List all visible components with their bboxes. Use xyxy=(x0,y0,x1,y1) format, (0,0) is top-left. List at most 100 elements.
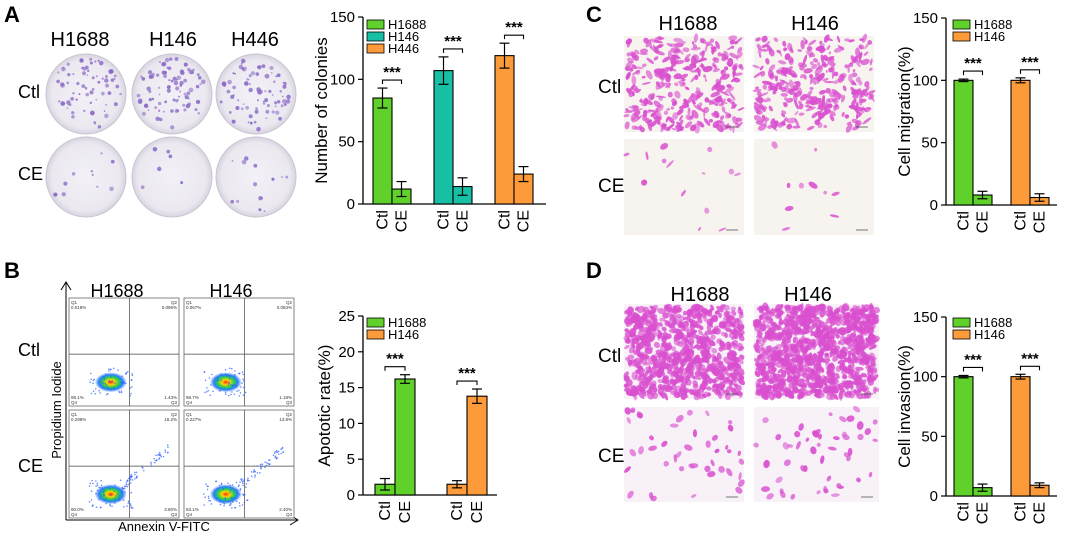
stained-cell xyxy=(624,338,631,344)
event-dot xyxy=(261,465,263,468)
event-dot xyxy=(272,454,275,457)
stained-cell xyxy=(785,304,791,311)
colony-dot xyxy=(247,78,250,81)
stained-cell xyxy=(856,110,865,115)
event-dot xyxy=(219,503,222,506)
colony-dot xyxy=(255,72,260,76)
colony-dot xyxy=(72,92,75,95)
stained-cell xyxy=(786,117,797,124)
event-dot xyxy=(166,451,169,454)
event-dot xyxy=(228,394,230,397)
stained-cell xyxy=(831,348,837,355)
stained-cell xyxy=(711,47,714,55)
colony-dot xyxy=(241,58,246,64)
stained-cell xyxy=(704,207,710,214)
colony-dot xyxy=(172,76,177,81)
event-dot xyxy=(250,475,253,478)
stained-cell xyxy=(736,323,741,329)
stained-cell xyxy=(625,61,633,68)
event-dot xyxy=(167,446,169,449)
colony-dot xyxy=(151,97,155,101)
event-dot xyxy=(160,455,162,458)
stained-cell xyxy=(657,374,662,379)
stained-cell xyxy=(701,379,708,385)
stained-cell xyxy=(686,316,692,321)
stained-cell xyxy=(684,338,689,343)
stained-cell xyxy=(719,115,725,121)
colony-dot xyxy=(91,88,95,91)
colony-dot xyxy=(283,81,287,86)
stained-cell xyxy=(864,313,872,320)
legend-label: H1688 xyxy=(388,17,426,32)
stained-cell xyxy=(689,63,697,69)
colony-dot xyxy=(90,170,94,173)
event-dot xyxy=(107,392,109,395)
colony-dot xyxy=(195,84,200,89)
event-dot xyxy=(99,383,102,386)
stained-cell xyxy=(623,387,630,392)
event-dot xyxy=(254,476,256,478)
event-dot xyxy=(166,444,169,447)
event-dot xyxy=(238,504,241,507)
stained-cell xyxy=(869,58,873,66)
stained-cell xyxy=(779,490,786,499)
colony-plate-h446-ce xyxy=(215,136,297,218)
stained-cell xyxy=(788,56,794,66)
category-tick-label: Ctl xyxy=(1013,502,1030,522)
event-dot xyxy=(104,373,107,375)
event-dot xyxy=(215,480,218,483)
stained-cell xyxy=(662,56,670,63)
stained-cell xyxy=(817,122,823,129)
event-dot xyxy=(203,504,206,506)
event-dot xyxy=(154,459,157,462)
event-dot xyxy=(207,497,210,500)
stained-cell xyxy=(711,347,718,354)
stained-cell xyxy=(663,66,673,73)
stained-cell xyxy=(709,118,713,123)
stained-cell xyxy=(826,325,833,333)
stained-cell xyxy=(663,460,670,467)
colony-dot xyxy=(179,80,184,86)
stained-cell xyxy=(645,70,653,80)
colony-dot xyxy=(285,99,291,104)
event-dot xyxy=(95,492,97,495)
stained-cell xyxy=(626,417,632,424)
colony-dot xyxy=(237,99,240,102)
event-dot xyxy=(89,372,92,375)
stained-cell xyxy=(625,71,631,80)
colony-plates xyxy=(45,53,297,218)
stained-cell xyxy=(771,366,777,372)
colony-dot xyxy=(71,172,76,176)
colony-dot xyxy=(89,110,95,116)
category-tick-label: CE xyxy=(516,210,533,232)
stained-cell xyxy=(761,35,768,43)
stained-cell xyxy=(666,353,673,360)
stained-cell xyxy=(666,108,671,111)
stained-cell xyxy=(775,476,783,484)
colony-dot xyxy=(105,83,109,88)
event-dot xyxy=(103,378,106,380)
event-dot xyxy=(227,374,230,377)
stained-cell xyxy=(643,98,653,106)
stained-cell xyxy=(625,66,630,71)
stained-cell xyxy=(845,123,853,133)
event-dot xyxy=(94,392,96,395)
stained-cell xyxy=(666,42,673,47)
stained-cell xyxy=(819,343,827,351)
stained-cell xyxy=(838,392,843,401)
stained-cell xyxy=(846,326,853,333)
colony-dot xyxy=(284,103,287,107)
stained-cell xyxy=(693,33,698,43)
stained-cell xyxy=(832,393,839,400)
colony-dot xyxy=(268,89,272,94)
stained-cell xyxy=(755,338,760,347)
stained-cell xyxy=(802,350,808,357)
stained-cell xyxy=(851,72,858,78)
event-dot xyxy=(103,494,105,497)
stained-cell xyxy=(635,361,642,369)
stained-cell xyxy=(719,384,725,391)
event-dot xyxy=(244,391,247,394)
stained-cell xyxy=(865,337,871,343)
cell-population-blob xyxy=(209,372,242,393)
event-dot xyxy=(126,479,129,481)
